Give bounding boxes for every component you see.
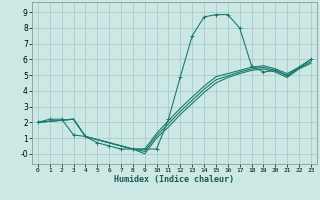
X-axis label: Humidex (Indice chaleur): Humidex (Indice chaleur) bbox=[115, 175, 234, 184]
